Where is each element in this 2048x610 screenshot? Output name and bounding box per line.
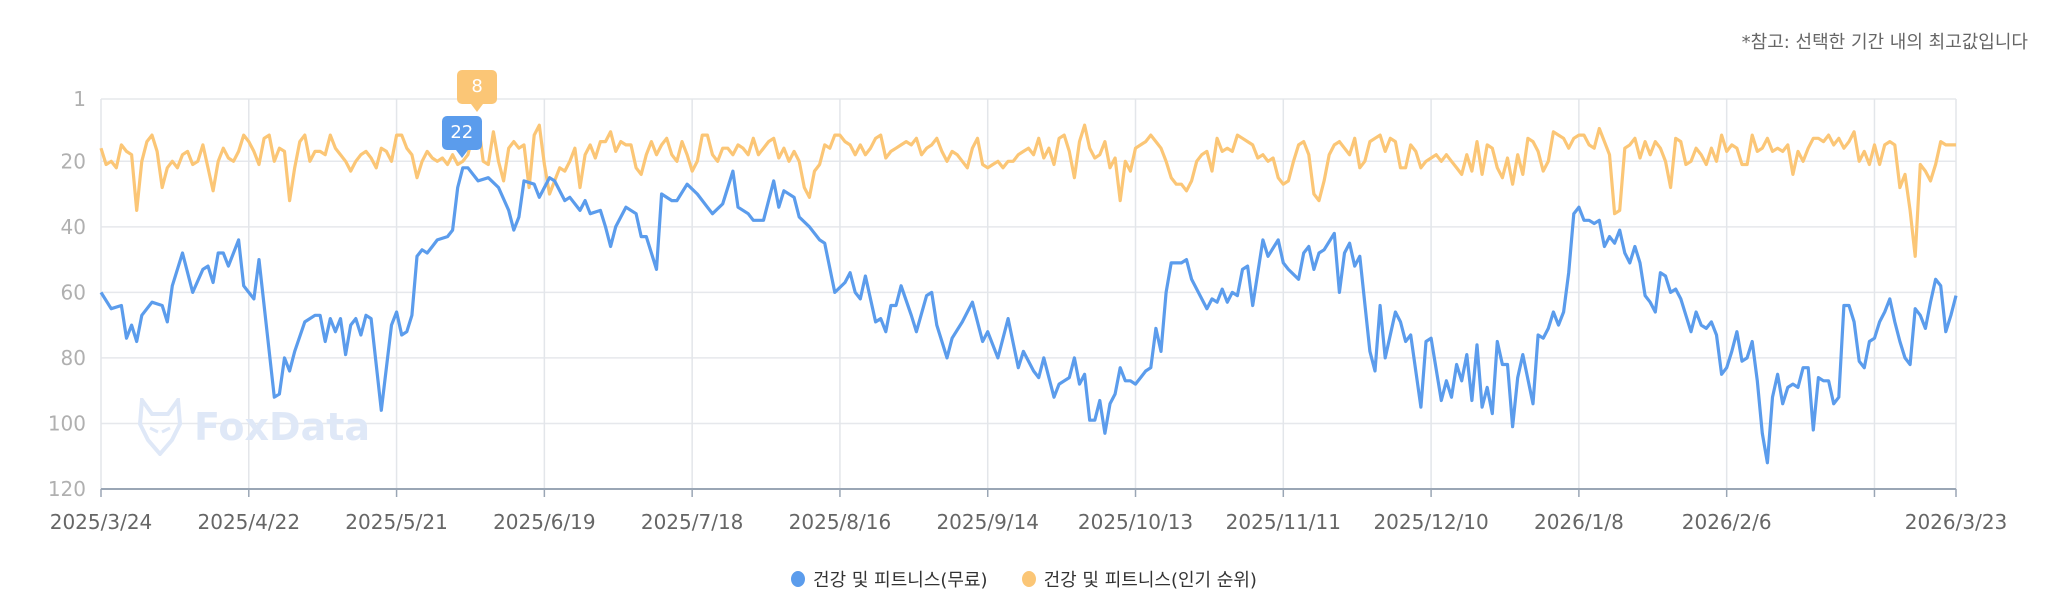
x-tick-label: 2025/6/19 [493, 510, 596, 534]
series-lines [99, 120, 1958, 465]
y-tick-label: 120 [48, 477, 86, 501]
legend-dot-free [791, 571, 806, 587]
y-tick-label: 20 [61, 149, 86, 173]
x-tick-label: 2025/10/13 [1078, 510, 1193, 534]
series-line-popular [99, 120, 1956, 258]
note-text: *참고: 선택한 기간 내의 최고값입니다 [1741, 32, 2028, 53]
y-tick-label: 60 [61, 280, 86, 304]
x-tick-label: 2025/12/10 [1373, 510, 1488, 534]
watermark-text: FoxData [194, 405, 371, 449]
y-tick-label: 40 [61, 215, 86, 239]
x-tick-label: 2025/4/22 [198, 510, 301, 534]
best-value-marker-popular: 8 [457, 69, 498, 112]
legend-dot-popular [1021, 571, 1036, 587]
x-tick-label: 2025/5/21 [345, 510, 448, 534]
legend: 건강 및 피트니스(무료) 건강 및 피트니스(인기 순위) [0, 566, 2048, 592]
legend-label-free: 건강 및 피트니스(무료) [813, 570, 988, 591]
y-tick-label: 100 [48, 411, 86, 435]
legend-item-popular[interactable]: 건강 및 피트니스(인기 순위) [1021, 566, 1257, 592]
x-tick-label: 2025/7/18 [641, 510, 744, 534]
x-tick-label: 2025/3/24 [50, 510, 153, 534]
x-tick-label: 2026/3/23 [1905, 510, 2008, 534]
x-axis: 2025/3/24 2025/4/22 2025/5/21 2025/6/19 2025… [50, 488, 2008, 534]
x-tick-label: 2026/1/8 [1534, 510, 1624, 534]
fox-logo-icon [138, 398, 182, 456]
best-value-marker-free: 22 [441, 115, 482, 158]
x-tick-label: 2025/8/16 [789, 510, 892, 534]
y-tick-label: 80 [61, 346, 86, 370]
legend-item-free[interactable]: 건강 및 피트니스(무료) [791, 566, 988, 592]
x-tick-label: 2025/9/14 [936, 510, 1039, 534]
watermark: FoxData [138, 398, 370, 456]
series-line-free [99, 166, 1958, 465]
x-tick-label: 2026/2/6 [1682, 510, 1772, 534]
x-tick-label: 2025/11/11 [1226, 510, 1341, 534]
grid-lines [100, 98, 1957, 489]
y-tick-label: 1 [73, 87, 86, 111]
legend-label-popular: 건강 및 피트니스(인기 순위) [1043, 570, 1257, 591]
